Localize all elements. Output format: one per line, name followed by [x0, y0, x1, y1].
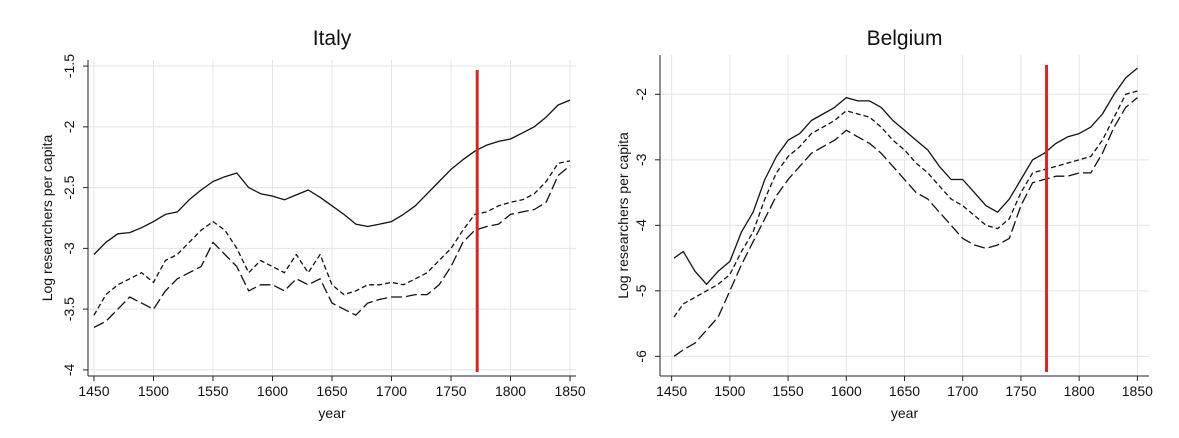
x-axis-title: year — [318, 405, 346, 421]
y-tick-label: -3.5 — [61, 297, 77, 321]
y-tick-label: -3 — [61, 242, 77, 255]
panel-belgium: 1450 1500 1550 1600 1650 1700 1750 1800 1850 -6 -5… — [590, 0, 1179, 438]
x-tick-label: 1550 — [197, 383, 228, 399]
x-tick-label: 1600 — [831, 383, 862, 399]
series-line-solid — [673, 67, 1138, 285]
x-tick-label: 1500 — [714, 383, 745, 399]
panel-italy: 1450 1500 1550 1600 1650 1700 1750 1800 1850 -4 -3… — [39, 27, 586, 421]
y-tick-label: -4 — [633, 219, 649, 232]
series-line-solid — [93, 99, 571, 255]
y-tick-label: -3 — [633, 153, 649, 166]
y-tick-label: -2 — [633, 88, 649, 101]
x-axis-title: year — [891, 405, 919, 421]
y-axis-title: Log researchers per capita — [39, 135, 55, 302]
x-tick-label: 1750 — [1005, 383, 1036, 399]
chart-title: Italy — [313, 27, 352, 50]
series-line-dash — [673, 90, 1138, 318]
x-tick-label: 1500 — [138, 383, 169, 399]
x-tick-label: 1700 — [947, 383, 978, 399]
x-tick-label: 1700 — [376, 383, 407, 399]
x-tick-label: 1550 — [772, 383, 803, 399]
x-tick-label: 1650 — [889, 383, 920, 399]
y-tick-label: -2.5 — [61, 175, 77, 199]
y-axis-title: Log researchers per capita — [615, 132, 631, 299]
y-tick-label: -2 — [61, 120, 77, 133]
x-tick-label: 1850 — [1122, 383, 1153, 399]
y-tick-label: -6 — [633, 350, 649, 363]
series-line-longdash — [93, 165, 571, 328]
y-tick-label: -5 — [633, 284, 649, 297]
x-tick-label: 1600 — [257, 383, 288, 399]
series-line-longdash — [673, 97, 1138, 357]
x-tick-label: 1800 — [1064, 383, 1095, 399]
y-tick-label: -4 — [61, 363, 77, 376]
chart-italy: 1450 1500 1550 1600 1650 1700 1750 1800 1850 -4 -3… — [39, 27, 586, 421]
chart-belgium: 1450 1500 1550 1600 1650 1700 1750 1800 1850 -6 -5… — [615, 27, 1153, 421]
x-tick-label: 1450 — [78, 383, 109, 399]
y-tick-label: -1.5 — [61, 54, 77, 78]
chart-title: Belgium — [867, 27, 943, 50]
x-tick-label: 1850 — [554, 383, 585, 399]
x-tick-label: 1800 — [495, 383, 526, 399]
series-line-dash — [93, 160, 571, 316]
x-tick-label: 1650 — [316, 383, 347, 399]
x-tick-label: 1750 — [435, 383, 466, 399]
x-tick-label: 1450 — [656, 383, 687, 399]
